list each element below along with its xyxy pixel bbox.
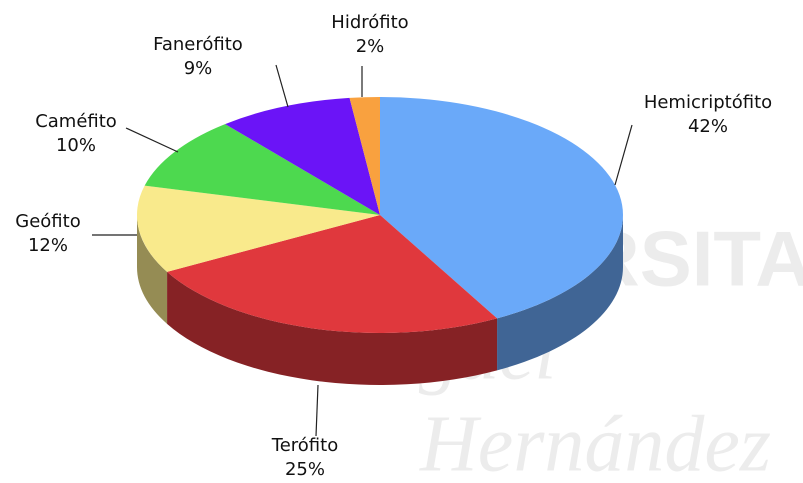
- slice: [380, 97, 623, 319]
- slice-side: [497, 215, 623, 371]
- leader-line: [614, 124, 633, 186]
- slice: [137, 185, 380, 272]
- slice-value-label: 2%: [356, 36, 385, 57]
- slice: [144, 124, 380, 215]
- leader-line: [315, 384, 319, 437]
- slice-label: Hemicriptófito: [644, 92, 772, 113]
- slice-label: Fanerófito: [153, 34, 243, 55]
- slice-side: [137, 215, 168, 324]
- slice-label: Terófito: [271, 435, 338, 456]
- slice-value-label: 42%: [688, 116, 728, 137]
- slice-label: Hidrófito: [331, 12, 408, 33]
- watermark-text: Hernández: [419, 400, 771, 483]
- slice-label: Geófito: [15, 211, 80, 232]
- slice: [349, 97, 380, 215]
- slice: [225, 97, 380, 215]
- slice: [167, 215, 498, 333]
- slice-label: Caméfito: [35, 111, 117, 132]
- slice-value-label: 12%: [28, 235, 68, 256]
- slice-value-label: 9%: [184, 58, 213, 79]
- leader-line: [275, 64, 289, 108]
- slice-side: [167, 271, 498, 385]
- slice-value-label: 25%: [285, 459, 325, 480]
- leader-line: [125, 127, 179, 153]
- slice-value-label: 10%: [56, 135, 96, 156]
